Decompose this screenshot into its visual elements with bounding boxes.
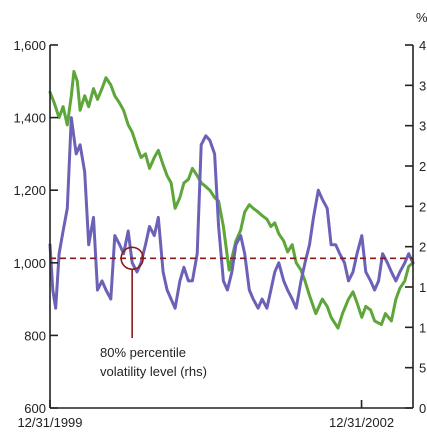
volatility-series-line (48, 116, 415, 310)
right-axis-tick-label: 1 (419, 280, 426, 295)
right-axis-tick-label: 2 (419, 240, 426, 255)
right-axis-tick-label: 1 (419, 320, 426, 335)
axes: 600 800 1,000 1,200 1,400 1,600 0 5 1 1 2 2 2 3 3 4 12… (13, 10, 427, 430)
right-axis-tick-label: 2 (419, 199, 426, 214)
right-axis-tick-label: 4 (419, 38, 426, 53)
index-series-line (48, 70, 415, 330)
right-axis-tick-label: 3 (419, 119, 426, 134)
left-axis-ticks: 600 800 1,000 1,200 1,400 1,600 (13, 38, 58, 416)
x-axis-tick-label: 12/31/1999 (17, 415, 82, 430)
left-axis-tick-label: 1,200 (13, 183, 46, 198)
left-axis-tick-label: 600 (24, 401, 46, 416)
right-axis-tick-label: 2 (419, 159, 426, 174)
right-axis-ticks: 0 5 1 1 2 2 2 3 3 4 (405, 38, 426, 416)
left-axis-tick-label: 1,000 (13, 256, 46, 271)
annotation-text-line-2: volatility level (rhs) (100, 364, 207, 379)
left-axis-tick-label: 1,400 (13, 111, 46, 126)
right-axis-tick-label: 0 (419, 401, 426, 416)
annotation-marker-circle (120, 246, 144, 271)
annotation-text-line-1: 80% percentile (100, 345, 186, 360)
right-axis-unit-label: % (416, 10, 427, 25)
series-group (48, 70, 415, 330)
left-axis-tick-label: 800 (24, 328, 46, 343)
x-axis-tick-label: 12/31/2002 (329, 415, 394, 430)
x-axis-ticks: 12/31/1999 12/31/2002 (17, 400, 394, 430)
right-axis-tick-label: 3 (419, 78, 426, 93)
plot-area: 80% percentile volatility level (rhs) (48, 70, 415, 379)
right-axis-tick-label: 5 (419, 361, 426, 376)
left-axis-tick-label: 1,600 (13, 38, 46, 53)
